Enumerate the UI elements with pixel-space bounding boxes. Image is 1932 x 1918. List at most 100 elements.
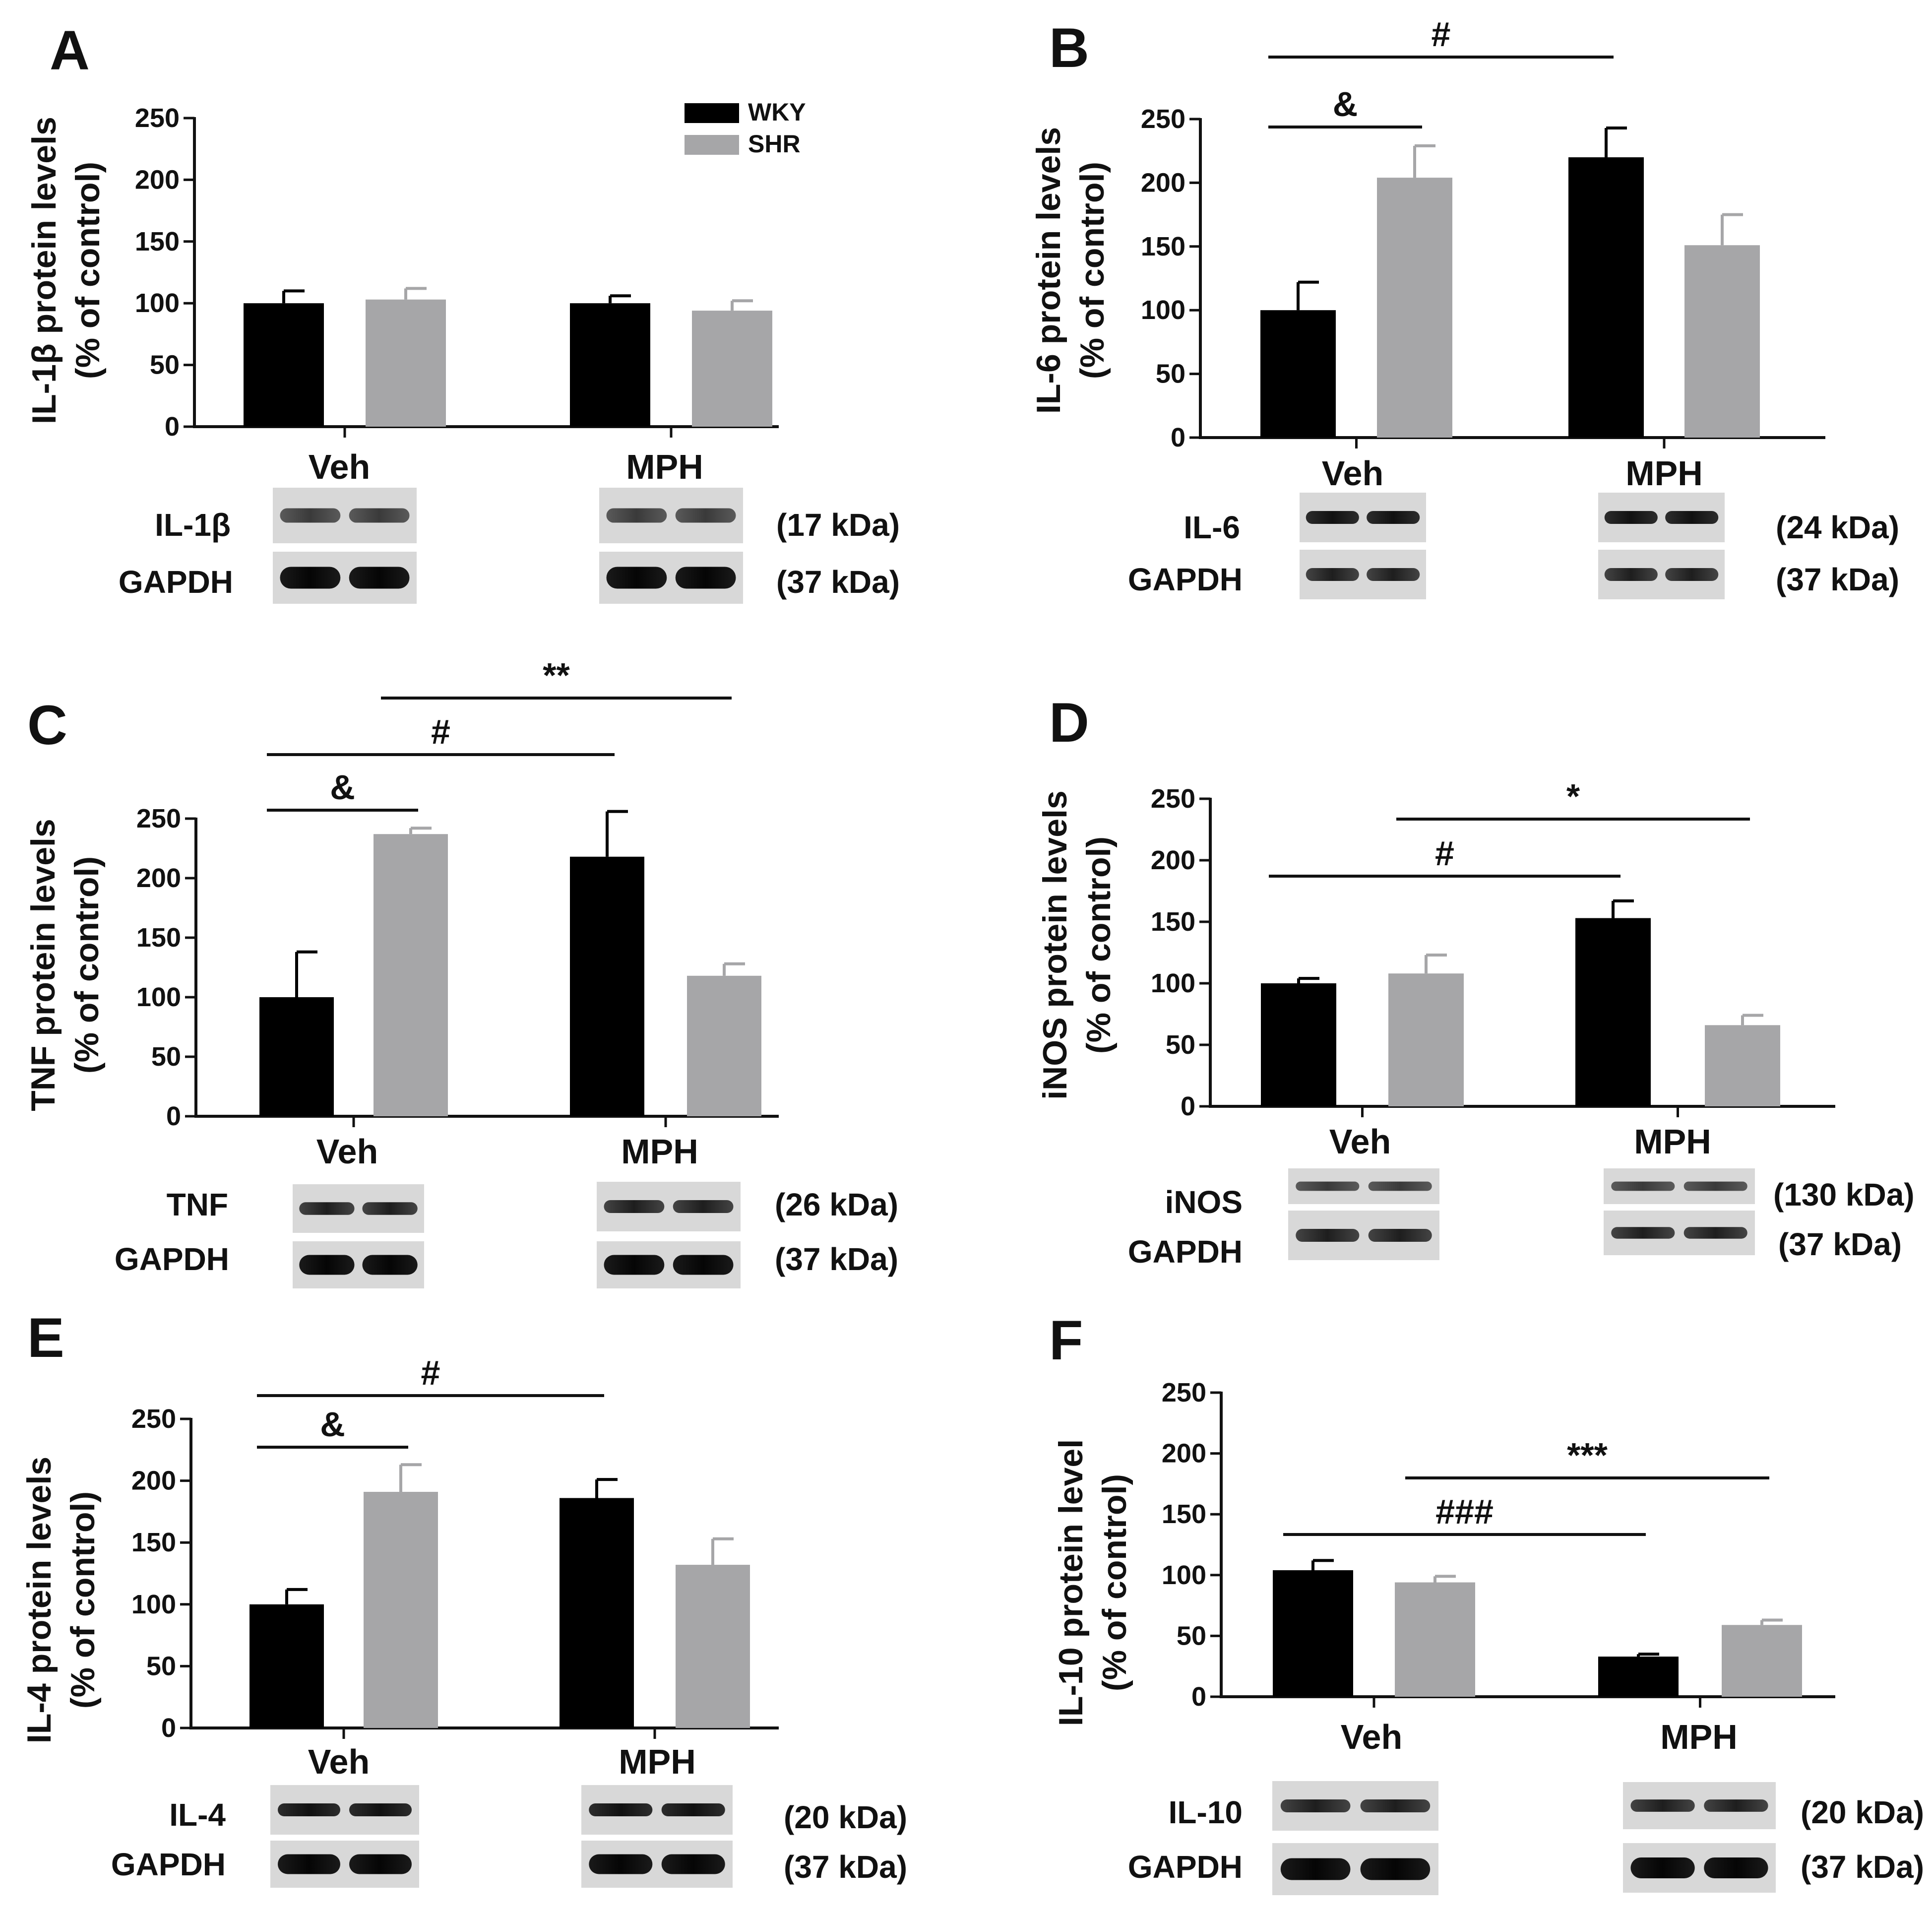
blot-label-target: iNOS bbox=[1165, 1184, 1243, 1220]
blot-veh-gapdh bbox=[273, 552, 417, 604]
bar-shr-mph bbox=[687, 975, 761, 1116]
y-tick-label: 50 bbox=[150, 350, 180, 380]
y-tick-label: 150 bbox=[1141, 232, 1185, 261]
bar-wky-mph bbox=[1575, 918, 1651, 1106]
significance-marker: & bbox=[330, 768, 355, 807]
y-axis-label-unit: (% of control) bbox=[1096, 1474, 1133, 1691]
panel-e: E IL-4 protein levels (% of control) 0 50… bbox=[20, 1307, 907, 1888]
blot-band bbox=[1368, 1229, 1432, 1242]
panel-d: D iNOS protein levels (% of control) 0 50… bbox=[1036, 692, 1915, 1270]
y-axis-label-unit: (% of control) bbox=[64, 1491, 102, 1709]
blot-label-target: IL-1β bbox=[155, 507, 231, 543]
bar-shr-veh bbox=[374, 834, 448, 1116]
bar-wky-veh bbox=[244, 303, 324, 427]
significance-marker: # bbox=[431, 712, 450, 751]
y-tick-label: 250 bbox=[1162, 1378, 1206, 1407]
significance-marker: ### bbox=[1435, 1492, 1494, 1531]
bar-shr-veh bbox=[1395, 1582, 1475, 1697]
western-blot: IL-4 GAPDH (20 kDa) (37 kDa) bbox=[111, 1785, 907, 1888]
blot-kda-target: (20 kDa) bbox=[1801, 1794, 1924, 1830]
blot-band bbox=[604, 1255, 665, 1275]
legend-label-shr: SHR bbox=[748, 130, 801, 158]
y-tick-label: 0 bbox=[1181, 1091, 1195, 1121]
blot-label-gapdh: GAPDH bbox=[1128, 1234, 1243, 1270]
panel-letter: C bbox=[27, 694, 67, 756]
blot-band bbox=[1367, 568, 1420, 581]
plot-area: 0 50 100 150 200 250 & # bbox=[131, 1353, 779, 1743]
western-blot: IL-1β GAPDH (17 kDa) (37 kDa) bbox=[119, 488, 900, 604]
y-tick-label: 0 bbox=[1171, 423, 1185, 452]
x-category-label: MPH bbox=[1634, 1122, 1711, 1161]
blot-band bbox=[673, 1200, 734, 1213]
blot-band bbox=[299, 1255, 355, 1275]
blot-mph-gapdh bbox=[1598, 550, 1725, 599]
y-axis-label-unit: (% of control) bbox=[69, 162, 107, 379]
x-category-label: Veh bbox=[309, 448, 371, 486]
y-tick-label: 200 bbox=[136, 863, 181, 893]
blot-band bbox=[675, 508, 736, 523]
blot-mph-gapdh bbox=[1623, 1843, 1776, 1893]
significance-marker: * bbox=[1566, 777, 1580, 816]
panel-letter: D bbox=[1049, 692, 1089, 754]
y-tick-label: 250 bbox=[1141, 104, 1185, 134]
blot-band bbox=[606, 567, 667, 589]
blot-band bbox=[349, 508, 410, 523]
plot-area: 0 50 100 150 200 250 & # ** bbox=[136, 656, 779, 1131]
blot-band bbox=[278, 1803, 340, 1816]
blot-band bbox=[589, 1803, 653, 1816]
blot-band bbox=[278, 1854, 340, 1874]
y-axis-label-unit: (% of control) bbox=[1080, 836, 1118, 1054]
x-category-label: MPH bbox=[621, 1132, 698, 1171]
blot-veh-gapdh bbox=[1288, 1211, 1439, 1260]
y-tick-label: 50 bbox=[1177, 1621, 1206, 1651]
blot-kda-gapdh: (37 kDa) bbox=[776, 564, 900, 600]
plot-area: 0 50 100 150 200 250 ### *** bbox=[1162, 1378, 1835, 1712]
blot-veh-target bbox=[270, 1785, 419, 1835]
blot-veh-gapdh bbox=[1272, 1843, 1438, 1895]
blot-veh-target bbox=[273, 488, 417, 543]
y-tick-label: 150 bbox=[1151, 907, 1195, 937]
blot-kda-target: (26 kDa) bbox=[775, 1187, 898, 1222]
blot-band bbox=[349, 567, 410, 589]
x-category-label: Veh bbox=[308, 1742, 370, 1781]
y-tick-label: 100 bbox=[1162, 1560, 1206, 1590]
western-blot: IL-10 GAPDH (20 kDa) (37 kDa) bbox=[1128, 1781, 1924, 1895]
blot-mph-target bbox=[1604, 1168, 1755, 1204]
blot-mph-gapdh bbox=[599, 552, 743, 604]
blot-veh-target bbox=[1272, 1781, 1438, 1831]
y-tick-label: 250 bbox=[1151, 784, 1195, 814]
blot-label-target: IL-10 bbox=[1169, 1794, 1243, 1830]
bar-wky-mph bbox=[1568, 157, 1644, 438]
panel-letter: E bbox=[27, 1307, 64, 1369]
x-category-label: MPH bbox=[626, 448, 703, 486]
blot-band bbox=[675, 567, 736, 589]
blot-band bbox=[1704, 1857, 1768, 1878]
bar-wky-mph bbox=[1598, 1657, 1679, 1697]
blot-band bbox=[1665, 568, 1719, 581]
y-tick-label: 150 bbox=[135, 227, 180, 256]
blot-band bbox=[1683, 1181, 1747, 1191]
blot-band bbox=[1630, 1799, 1695, 1812]
bar-wky-mph bbox=[570, 303, 650, 427]
plot-area: 0 50 100 150 200 250 bbox=[135, 103, 779, 442]
blot-kda-gapdh: (37 kDa) bbox=[1801, 1849, 1924, 1885]
blot-band bbox=[1704, 1799, 1768, 1812]
blot-band bbox=[362, 1255, 418, 1275]
blot-mph-gapdh bbox=[597, 1241, 741, 1288]
x-category-label: Veh bbox=[1329, 1122, 1391, 1161]
panel-c: C TNF protein levels (% of control) 0 50 1… bbox=[24, 656, 898, 1288]
significance-marker: # bbox=[421, 1353, 440, 1392]
blot-band bbox=[1604, 511, 1658, 524]
blot-veh-gapdh bbox=[293, 1241, 424, 1288]
blot-band bbox=[280, 508, 341, 523]
panel-letter: A bbox=[50, 19, 90, 81]
blot-band bbox=[1296, 1229, 1360, 1242]
blot-band bbox=[1280, 1799, 1351, 1812]
blot-band bbox=[1367, 511, 1420, 524]
y-tick-label: 250 bbox=[136, 804, 181, 833]
bar-shr-mph bbox=[1684, 245, 1760, 438]
x-category-label: MPH bbox=[1660, 1718, 1738, 1756]
blot-band bbox=[604, 1200, 665, 1213]
y-axis-label: IL-6 protein levels bbox=[1030, 127, 1067, 414]
